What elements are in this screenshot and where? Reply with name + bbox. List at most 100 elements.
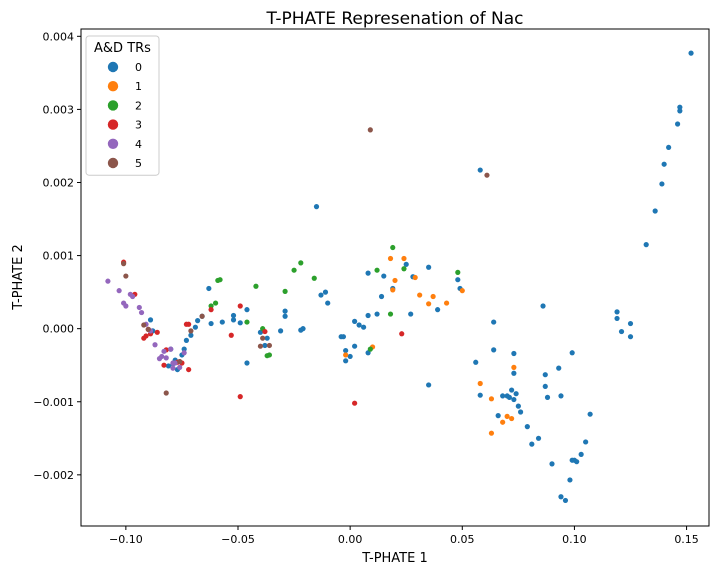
data-point-series-0 — [183, 337, 190, 343]
y-tick-label: 0.001 — [43, 250, 75, 263]
y-tick-label: −0.001 — [33, 396, 74, 409]
data-point-series-0 — [219, 319, 225, 325]
data-point-series-0 — [426, 382, 432, 388]
data-point-series-0 — [518, 409, 524, 415]
data-point-series-0 — [435, 307, 441, 313]
data-point-series-1 — [387, 255, 394, 262]
data-point-series-0 — [544, 394, 551, 400]
data-point-series-4 — [170, 360, 176, 366]
legend: A&D TRs 0 1 2 3 4 5 — [85, 35, 160, 176]
data-point-series-4 — [181, 350, 187, 356]
data-point-series-0 — [495, 413, 501, 419]
data-point-series-0 — [181, 346, 187, 352]
data-point-series-0 — [569, 350, 575, 356]
legend-marker — [107, 61, 119, 73]
data-point-series-2 — [291, 267, 297, 273]
data-point-series-0 — [278, 328, 284, 334]
x-axis-label: T-PHATE 1 — [361, 551, 428, 566]
data-point-series-0 — [356, 322, 362, 328]
data-point-series-5 — [163, 390, 169, 396]
data-point-series-3 — [352, 400, 358, 406]
data-point-series-0 — [556, 365, 562, 371]
data-point-series-5 — [199, 313, 205, 319]
data-point-series-1 — [390, 287, 396, 293]
data-point-series-0 — [352, 318, 358, 324]
data-point-series-0 — [574, 459, 580, 465]
data-point-series-0 — [282, 308, 288, 314]
data-point-series-0 — [515, 403, 521, 409]
data-point-series-3 — [237, 303, 243, 309]
data-point-series-1 — [443, 300, 450, 306]
data-point-series-3 — [186, 366, 192, 373]
data-point-series-4 — [159, 353, 165, 360]
data-point-series-4 — [168, 346, 174, 352]
data-point-series-0 — [455, 277, 461, 283]
data-point-series-0 — [298, 327, 304, 333]
data-point-series-0 — [264, 335, 270, 341]
data-point-series-3 — [208, 307, 214, 313]
data-point-series-0 — [491, 347, 497, 353]
data-point-series-4 — [105, 278, 111, 284]
data-point-series-0 — [511, 370, 517, 376]
data-point-series-0 — [165, 363, 172, 369]
data-point-series-0 — [614, 309, 620, 315]
data-point-series-0 — [529, 441, 535, 447]
data-point-series-0 — [535, 435, 542, 441]
data-point-series-0 — [195, 318, 201, 324]
data-point-series-1 — [500, 419, 506, 425]
data-point-series-0 — [666, 144, 672, 151]
data-point-series-3 — [262, 328, 268, 335]
data-point-series-0 — [562, 497, 569, 504]
data-point-series-0 — [365, 270, 371, 276]
data-point-series-1 — [430, 293, 436, 300]
data-point-series-0 — [374, 311, 380, 317]
y-tick-label: 0.003 — [43, 103, 75, 116]
data-point-series-0 — [506, 394, 512, 400]
data-point-series-5 — [121, 261, 127, 267]
data-point-series-4 — [161, 348, 167, 354]
data-point-series-2 — [390, 244, 396, 251]
data-point-series-0 — [542, 372, 548, 378]
data-point-series-0 — [347, 353, 353, 360]
data-point-series-0 — [540, 303, 546, 309]
data-point-series-0 — [244, 307, 250, 313]
data-point-series-4 — [170, 365, 176, 371]
data-point-series-0 — [244, 360, 250, 366]
data-point-series-0 — [426, 264, 432, 270]
data-point-series-1 — [426, 301, 432, 307]
data-point-series-5 — [266, 342, 272, 349]
data-point-series-5 — [257, 343, 264, 349]
data-point-series-0 — [318, 292, 324, 298]
data-point-series-4 — [163, 355, 169, 361]
data-point-series-0 — [188, 332, 194, 338]
data-point-series-0 — [578, 451, 584, 457]
data-point-series-0 — [473, 359, 479, 365]
data-point-series-0 — [192, 324, 198, 330]
y-tick-label: 0.002 — [43, 176, 75, 189]
data-point-series-1 — [504, 413, 510, 419]
data-point-series-0 — [313, 204, 320, 210]
data-point-series-0 — [477, 167, 483, 173]
data-points — [105, 50, 694, 504]
data-point-series-5 — [145, 326, 151, 332]
data-point-series-0 — [230, 317, 237, 323]
data-point-series-0 — [237, 320, 243, 326]
data-point-series-0 — [513, 391, 519, 397]
data-point-series-3 — [237, 394, 243, 400]
data-point-series-0 — [587, 411, 593, 417]
plot-area — [80, 28, 710, 527]
data-point-series-0 — [652, 208, 658, 214]
data-point-series-0 — [343, 347, 349, 354]
data-point-series-0 — [627, 320, 634, 327]
data-point-series-0 — [661, 161, 667, 167]
x-tick-label: 0.15 — [674, 533, 699, 546]
legend-marker — [107, 119, 119, 130]
data-point-series-2 — [244, 319, 250, 325]
data-point-series-0 — [511, 350, 517, 357]
data-point-series-2 — [298, 260, 304, 266]
data-point-series-1 — [488, 396, 495, 402]
data-point-series-0 — [675, 121, 681, 127]
legend-label: 0 — [135, 61, 142, 74]
data-point-series-0 — [365, 312, 371, 319]
